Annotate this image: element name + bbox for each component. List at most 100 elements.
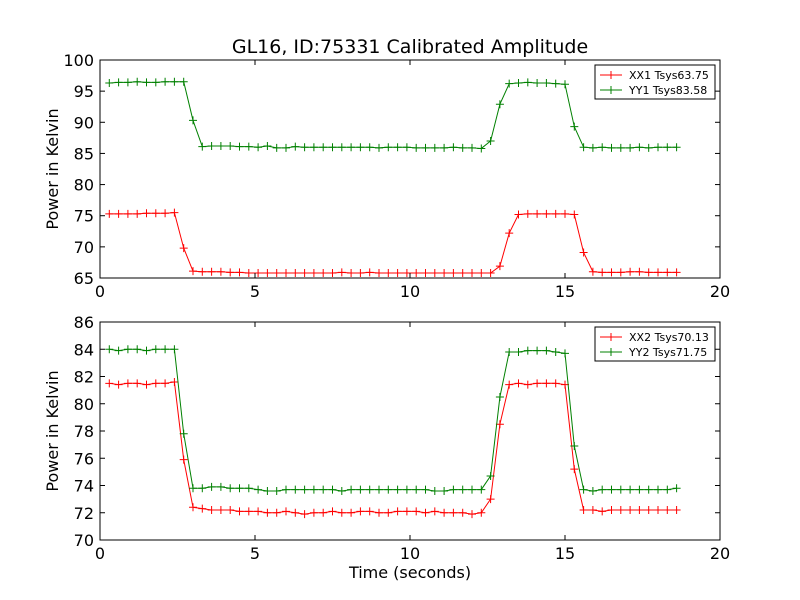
data-point-marker: [542, 346, 551, 355]
data-point-marker: [384, 485, 393, 494]
data-point-marker: [570, 465, 579, 474]
data-point-marker: [663, 143, 672, 152]
data-point-marker: [114, 209, 123, 218]
data-point-marker: [514, 210, 523, 219]
y-tick-label: 82: [74, 368, 94, 387]
data-point-marker: [263, 269, 272, 278]
data-point-marker: [514, 79, 523, 88]
data-point-marker: [449, 269, 458, 278]
legend-entry-label: XX2 Tsys70.13: [629, 331, 709, 344]
data-point-marker: [644, 485, 653, 494]
data-point-marker: [672, 506, 681, 515]
data-point-marker: [598, 268, 607, 277]
data-point-marker: [282, 485, 290, 494]
data-point-marker: [170, 377, 179, 386]
data-point-marker: [626, 267, 635, 276]
y-tick-label: 74: [74, 477, 94, 496]
data-point-marker: [430, 143, 439, 152]
y-axis-label: Power in Kelvin: [43, 108, 62, 229]
data-point-marker: [430, 269, 439, 278]
data-point-marker: [421, 508, 430, 517]
data-point-marker: [347, 143, 356, 152]
data-point-marker: [114, 380, 123, 389]
lower-plot-xx2-yy2: 0 5 10 15 20 70 72 74 76 78 80 82 84 86 Power in Kelvi…: [43, 313, 730, 582]
data-point-marker: [588, 506, 597, 515]
legend-swatch-marker: [607, 71, 615, 79]
data-point-marker: [300, 269, 309, 278]
x-tick-label: 0: [95, 544, 105, 563]
y-tick-label: 76: [74, 449, 94, 468]
data-point-marker: [505, 347, 514, 356]
data-point-marker: [579, 506, 588, 515]
legend-entry-label: YY2 Tsys71.75: [628, 346, 707, 359]
data-point-marker: [551, 379, 560, 388]
data-point-marker: [477, 485, 486, 494]
data-point-marker: [123, 78, 132, 87]
data-point-marker: [347, 508, 356, 517]
data-point-marker: [523, 380, 532, 389]
data-point-marker: [151, 379, 160, 388]
data-point-marker: [347, 269, 356, 278]
data-point-marker: [579, 248, 588, 257]
data-point-marker: [198, 504, 207, 513]
data-point-marker: [347, 485, 356, 494]
data-point-marker: [495, 392, 504, 401]
data-point-marker: [282, 269, 290, 278]
data-point-marker: [393, 507, 402, 516]
x-tick-label: 5: [250, 282, 260, 301]
data-point-marker: [663, 268, 672, 277]
x-tick-label: 10: [400, 282, 420, 301]
data-point-marker: [133, 209, 142, 218]
data-point-marker: [449, 508, 458, 517]
data-point-marker: [105, 379, 114, 388]
data-point-marker: [309, 508, 318, 517]
data-point-marker: [291, 269, 300, 278]
data-point-marker: [170, 77, 179, 86]
data-point-marker: [551, 347, 560, 356]
series-xx1: [105, 208, 681, 278]
data-point-marker: [384, 143, 393, 152]
data-point-marker: [235, 142, 244, 151]
y-tick-label: 70: [74, 238, 94, 257]
legend-entry-label: XX1 Tsys63.75: [629, 69, 709, 82]
data-point-marker: [216, 141, 225, 150]
data-point-marker: [309, 485, 318, 494]
y-tick-label: 90: [74, 113, 94, 132]
data-point-marker: [291, 142, 300, 151]
y-tick-label: 70: [74, 531, 94, 550]
data-point-marker: [123, 345, 132, 354]
data-point-marker: [244, 269, 253, 278]
data-point-marker: [412, 485, 421, 494]
x-tick-label: 20: [710, 544, 730, 563]
data-point-marker: [616, 506, 625, 515]
data-point-marker: [458, 269, 467, 278]
data-point-marker: [244, 507, 253, 516]
data-point-marker: [393, 485, 402, 494]
data-point-marker: [449, 143, 458, 152]
data-point-marker: [588, 486, 597, 495]
data-point-marker: [291, 508, 300, 517]
y-tick-label: 100: [63, 51, 94, 70]
data-point-marker: [263, 508, 272, 517]
data-point-marker: [430, 486, 439, 495]
data-point-marker: [272, 269, 281, 278]
data-point-marker: [588, 143, 597, 152]
data-point-marker: [663, 506, 672, 515]
data-point-marker: [486, 495, 495, 504]
data-point-marker: [189, 503, 197, 512]
y-tick-label: 78: [74, 422, 94, 441]
y-axis-label: Power in Kelvin: [43, 370, 62, 491]
data-point-marker: [468, 269, 476, 278]
data-point-marker: [486, 471, 495, 480]
data-point-marker: [402, 507, 411, 516]
data-point-marker: [300, 143, 309, 152]
data-point-marker: [189, 116, 197, 125]
data-point-marker: [254, 507, 263, 516]
data-point-marker: [272, 143, 281, 152]
data-point-marker: [393, 269, 402, 278]
legend-box: [594, 64, 716, 100]
data-point-marker: [440, 486, 449, 495]
data-point-marker: [477, 144, 486, 153]
